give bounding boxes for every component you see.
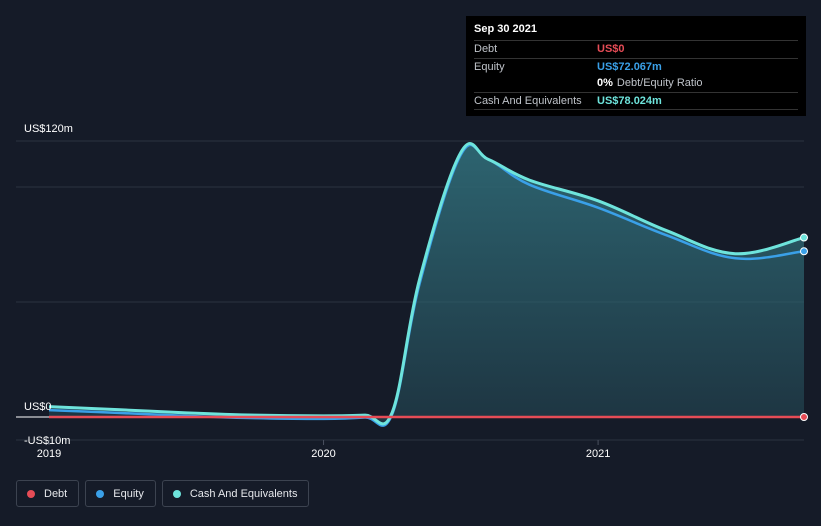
tooltip-date: Sep 30 2021 [474, 23, 537, 35]
cash-end-marker [800, 233, 808, 242]
equity-dot-icon [96, 489, 105, 498]
x-tick-label: 2021 [586, 448, 610, 460]
cash-dot-icon [172, 489, 181, 498]
tooltip-row-equity: Equity US$72.067m [474, 57, 798, 76]
tooltip-cash-value: US$78.024m [597, 94, 662, 107]
x-axis-labels: 2019 2020 2021 [37, 440, 610, 460]
x-tick-label: 2020 [311, 448, 335, 460]
debt-dot-icon [27, 489, 35, 498]
tooltip-ratio-value: 0% [597, 77, 613, 90]
tooltip-row-ratio: 0% Debt/Equity Ratio [474, 75, 798, 92]
y-axis-labels: US$120m US$0 -US$10m [24, 123, 73, 447]
legend-debt-label: Debt [44, 487, 68, 500]
legend-cash-label: Cash And Equivalents [189, 487, 298, 500]
data-tooltip: Sep 30 2021 Debt US$0 Equity US$72.067m … [466, 16, 806, 116]
y-tick-label: US$0 [24, 401, 52, 413]
cash-area [49, 143, 804, 424]
tooltip-debt-value: US$0 [597, 43, 625, 56]
debt-end-marker [800, 413, 808, 421]
series-end-markers [800, 233, 808, 421]
tooltip-row-cash: Cash And Equivalents US$78.024m [474, 91, 798, 110]
cash-area-fill [49, 143, 804, 424]
legend-item-equity[interactable]: Equity [85, 480, 156, 507]
cash-line [48, 142, 805, 426]
y-tick-label: US$120m [24, 123, 73, 135]
tooltip-row-debt: Debt US$0 [474, 40, 798, 58]
tooltip-equity-value: US$72.067m [597, 60, 662, 73]
series-lines [48, 142, 805, 427]
y-tick-label: -US$10m [24, 435, 70, 447]
tooltip-debt-label: Debt [474, 43, 498, 56]
legend-item-cash[interactable]: Cash And Equivalents [161, 480, 310, 507]
tooltip-equity-label: Equity [474, 60, 505, 73]
tooltip-ratio-label: Debt/Equity Ratio [616, 77, 703, 90]
legend-equity-label: Equity [113, 487, 144, 500]
chart-legend: Debt Equity Cash And Equivalents [16, 480, 310, 507]
tooltip-cash-label: Cash And Equivalents [474, 94, 582, 107]
equity-end-marker [800, 247, 808, 256]
legend-item-debt[interactable]: Debt [16, 480, 80, 507]
x-tick-label: 2019 [37, 448, 61, 460]
